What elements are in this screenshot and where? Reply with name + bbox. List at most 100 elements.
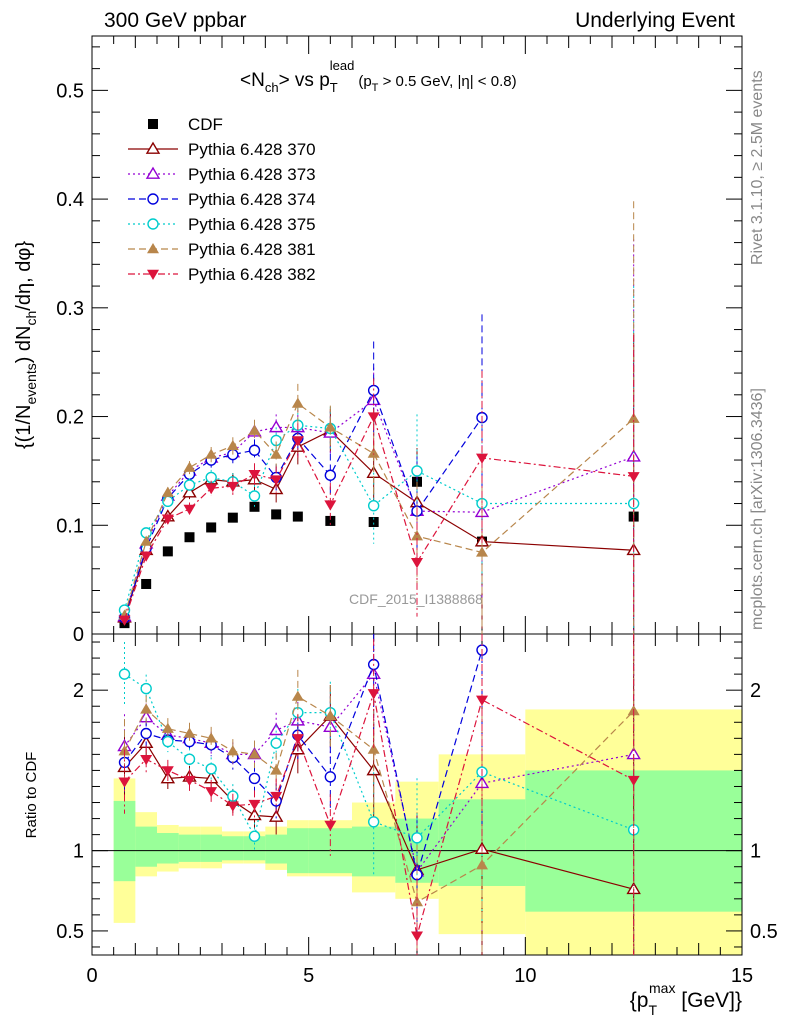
main-ytick-label: 0.2 — [56, 407, 84, 429]
data-point — [140, 535, 153, 546]
series-line — [123, 424, 634, 611]
ratio-point — [140, 727, 152, 740]
ratio-point — [268, 809, 284, 822]
data-point — [248, 424, 261, 435]
ratio-point — [162, 735, 174, 748]
ratio-point — [367, 816, 380, 828]
data-point — [291, 436, 304, 447]
ratio-ytick-label-right: 2 — [750, 680, 761, 702]
ratio-line — [124, 673, 634, 839]
data-point — [627, 472, 640, 483]
data-point — [367, 412, 380, 423]
ratio-point — [247, 807, 262, 821]
data-point — [161, 514, 174, 525]
data-point — [205, 484, 218, 495]
series-line — [123, 429, 634, 618]
ratio-point — [161, 722, 174, 733]
ratio-point — [161, 766, 174, 777]
data-point — [292, 511, 303, 522]
legend-marker — [147, 243, 159, 254]
data-point — [248, 490, 261, 502]
data-point — [205, 448, 218, 459]
ratio-point — [140, 682, 152, 695]
ratio-point — [248, 772, 261, 785]
band-inner-bin-4 — [200, 834, 222, 862]
ratio-point — [140, 754, 153, 766]
ratio-point — [205, 787, 218, 798]
data-point — [367, 447, 380, 458]
data-point — [411, 558, 423, 569]
data-point — [476, 546, 488, 557]
data-point — [226, 439, 239, 451]
ratio-point — [118, 668, 131, 680]
data-point — [226, 481, 239, 493]
main-title: <Nch> vs pTlead(pT > 0.5 GeV, |η| < 0.8) — [240, 58, 517, 95]
data-point — [627, 412, 640, 423]
band-inner-bin-1 — [135, 826, 157, 867]
data-point — [248, 469, 261, 481]
ratio-point — [248, 830, 261, 842]
legend-label: CDF — [188, 115, 223, 134]
ratio-series-p381 — [118, 634, 640, 955]
series-line — [123, 414, 634, 621]
data-point — [324, 421, 337, 432]
ratio-point — [324, 771, 337, 783]
ratio-point — [270, 791, 283, 803]
xtick-label: 10 — [514, 965, 536, 987]
ratio-point — [324, 820, 337, 831]
ratio-point — [118, 777, 131, 788]
data-point — [476, 453, 488, 464]
ratio-point — [367, 743, 380, 754]
ratio-point — [268, 722, 284, 736]
data-point — [184, 532, 195, 543]
legend-marker — [147, 218, 159, 230]
ratio-series-p382 — [118, 634, 640, 955]
data-point — [248, 444, 261, 456]
main-ytick-label: 0.4 — [56, 189, 84, 211]
ratio-point — [183, 775, 196, 787]
legend-item: Pythia 6.428 373 — [128, 165, 316, 184]
data-point — [141, 578, 152, 589]
data-point — [227, 512, 238, 523]
legend-marker — [145, 166, 161, 179]
ratio-point — [324, 709, 337, 721]
ratio-point — [183, 753, 196, 765]
series-p370 — [117, 332, 641, 634]
ratio-point — [140, 703, 153, 714]
x-axis-label: {pTmax [GeV]} — [630, 980, 742, 1018]
main-ytick-label: 0.1 — [56, 515, 84, 537]
data-point — [367, 500, 380, 512]
data-point — [183, 461, 196, 472]
ratio-point — [411, 931, 423, 942]
legend-marker — [148, 119, 158, 129]
ratio-ytick-label-right: 1 — [750, 841, 761, 863]
data-point — [182, 485, 197, 498]
mcplots-label: mcplots.cern.ch [arXiv:1306.3436] — [749, 388, 766, 630]
series-p382 — [118, 335, 640, 626]
ratio-point — [291, 734, 304, 745]
ratio-point — [411, 896, 423, 907]
ratio-point — [226, 801, 239, 812]
series-line — [123, 402, 635, 616]
legend: CDF Pythia 6.428 370 Pythia 6.428 373 Pythi… — [128, 115, 316, 284]
data-point — [324, 500, 337, 511]
data-point — [183, 504, 196, 515]
legend-item: CDF — [148, 115, 223, 134]
data-point — [411, 530, 423, 541]
legend-item: Pythia 6.428 382 — [128, 265, 316, 284]
legend-item: Pythia 6.428 370 — [128, 140, 316, 159]
data-point — [206, 522, 217, 533]
band-inner-bin-7 — [265, 834, 287, 864]
data-point — [411, 465, 423, 477]
ratio-y-label: Ratio to CDF — [23, 752, 40, 839]
data-point — [291, 397, 304, 408]
ratio-ytick-label-right: 0.5 — [750, 921, 778, 943]
band-inner-bin-2 — [157, 833, 179, 864]
ratio-point — [248, 799, 261, 811]
ratio-point — [226, 745, 239, 756]
data-point — [270, 475, 283, 486]
main-ytick-label: 0.3 — [56, 298, 84, 320]
legend-label: Pythia 6.428 382 — [188, 265, 316, 284]
ratio-point — [411, 832, 423, 844]
